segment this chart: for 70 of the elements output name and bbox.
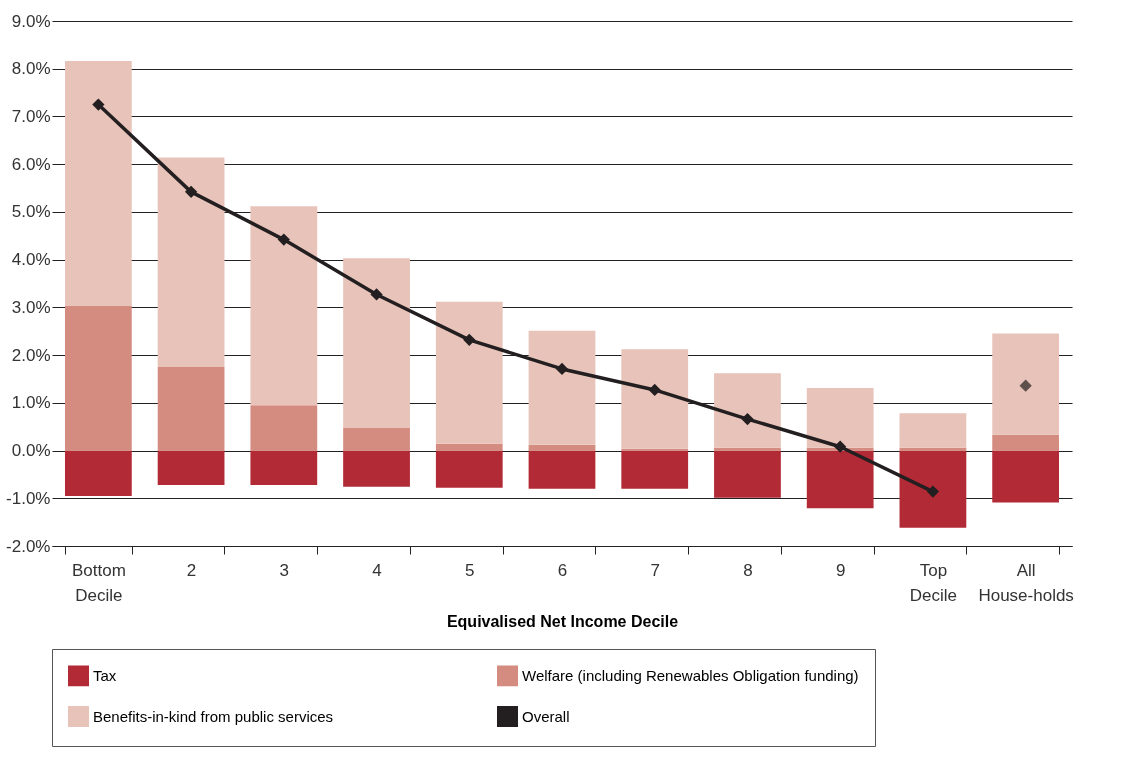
bar: [250, 405, 318, 451]
legend-label: Welfare (including Renewables Obligation funding): [522, 666, 859, 684]
legend-label: Overall: [522, 707, 570, 725]
point: [1019, 379, 1032, 392]
y-tick-label: 6.0%: [11, 154, 51, 174]
legend-label: Tax: [93, 666, 117, 684]
bar: [250, 450, 318, 485]
x-tick-label: 2: [186, 560, 197, 580]
x-tick-label: Bottom Decile: [71, 560, 126, 605]
legend-label: Benefits-in-kind from public services: [93, 707, 334, 725]
bar: [64, 450, 132, 496]
x-tick-label: Top Decile: [909, 560, 958, 605]
bar: [806, 388, 874, 448]
y-tick-label: 2.0%: [11, 345, 51, 365]
bar: [157, 450, 225, 485]
bar: [435, 301, 503, 444]
x-axis-title: Equivalised Net Income Decile: [446, 612, 679, 630]
bar: [343, 450, 410, 487]
point: [741, 412, 754, 426]
bar: [714, 450, 781, 498]
point: [926, 485, 940, 498]
bar: [157, 157, 225, 368]
x-tick-label: 9: [835, 560, 846, 580]
bar: [528, 330, 596, 445]
x-tick-label: 4: [372, 560, 382, 580]
y-tick-label: 5.0%: [11, 202, 51, 222]
x-tick-label: 5: [465, 560, 475, 580]
bar: [157, 367, 225, 451]
bar: [992, 450, 1060, 503]
y-tick-label: 1.0%: [11, 393, 51, 413]
x-tick-label: 7: [650, 560, 660, 580]
bar: [621, 349, 689, 449]
y-tick-label: 0.0%: [11, 441, 51, 461]
bar: [992, 333, 1060, 435]
point: [834, 440, 847, 453]
bar: [806, 450, 874, 509]
y-tick-label: 3.0%: [11, 297, 51, 317]
y-tick-label: 7.0%: [11, 106, 51, 126]
bar: [343, 258, 410, 429]
bar: [64, 61, 132, 306]
point: [463, 333, 476, 346]
point: [277, 233, 290, 246]
point: [184, 185, 198, 198]
y-tick-label: 4.0%: [11, 250, 51, 270]
bar: [714, 447, 781, 451]
bar: [528, 444, 596, 451]
x-tick-label: 8: [743, 560, 753, 580]
bar: [435, 450, 503, 488]
bar: [992, 434, 1060, 451]
point: [555, 362, 569, 376]
bar: [899, 413, 967, 448]
bar: [714, 373, 781, 448]
bar: [899, 447, 967, 451]
bar: [435, 443, 503, 451]
y-tick-label: 9.0%: [11, 11, 51, 31]
bar: [528, 450, 596, 489]
bar: [64, 305, 132, 451]
bar: [621, 450, 689, 489]
point: [648, 383, 661, 397]
point: [370, 288, 383, 301]
x-tick-label: 6: [557, 560, 568, 580]
y-tick-label: 8.0%: [11, 59, 51, 79]
y-tick-label: -2.0%: [6, 536, 51, 556]
x-tick-label: 3: [279, 560, 290, 580]
y-tick-label: -1.0%: [6, 488, 51, 508]
x-tick-label: All House-holds: [978, 560, 1074, 605]
bar: [250, 206, 318, 406]
point: [92, 98, 105, 111]
bar: [343, 428, 410, 451]
bar: [899, 450, 967, 528]
